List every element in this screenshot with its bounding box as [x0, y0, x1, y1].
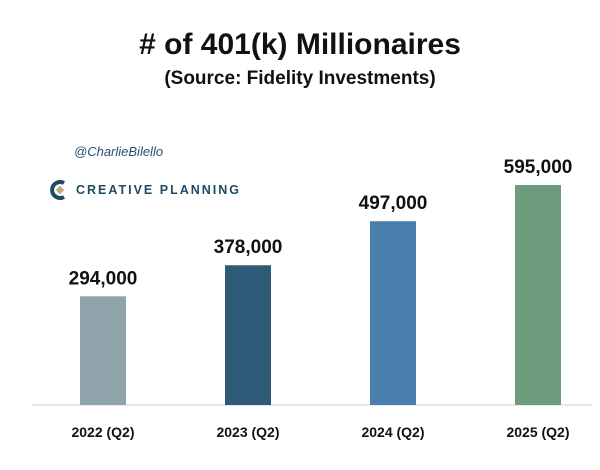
- chart-subtitle: (Source: Fidelity Investments): [164, 68, 436, 89]
- x-tick-label: 2022 (Q2): [71, 424, 134, 440]
- brand-name: CREATIVE PLANNING: [76, 183, 242, 197]
- data-label: 378,000: [214, 237, 283, 258]
- data-label: 595,000: [504, 157, 573, 178]
- author-handle: @CharlieBilello: [74, 144, 164, 159]
- bar: [370, 221, 416, 405]
- chart-title: # of 401(k) Millionaires: [139, 28, 461, 61]
- bar: [515, 185, 561, 405]
- x-tick-label: 2023 (Q2): [216, 424, 279, 440]
- data-label: 497,000: [359, 193, 428, 214]
- x-tick-label: 2025 (Q2): [506, 424, 569, 440]
- bar: [80, 296, 126, 405]
- logo-icon: [50, 180, 65, 200]
- bar: [225, 265, 271, 405]
- creative-planning-logo: CREATIVE PLANNING: [50, 180, 241, 200]
- data-label: 294,000: [69, 268, 138, 289]
- x-tick-label: 2024 (Q2): [361, 424, 424, 440]
